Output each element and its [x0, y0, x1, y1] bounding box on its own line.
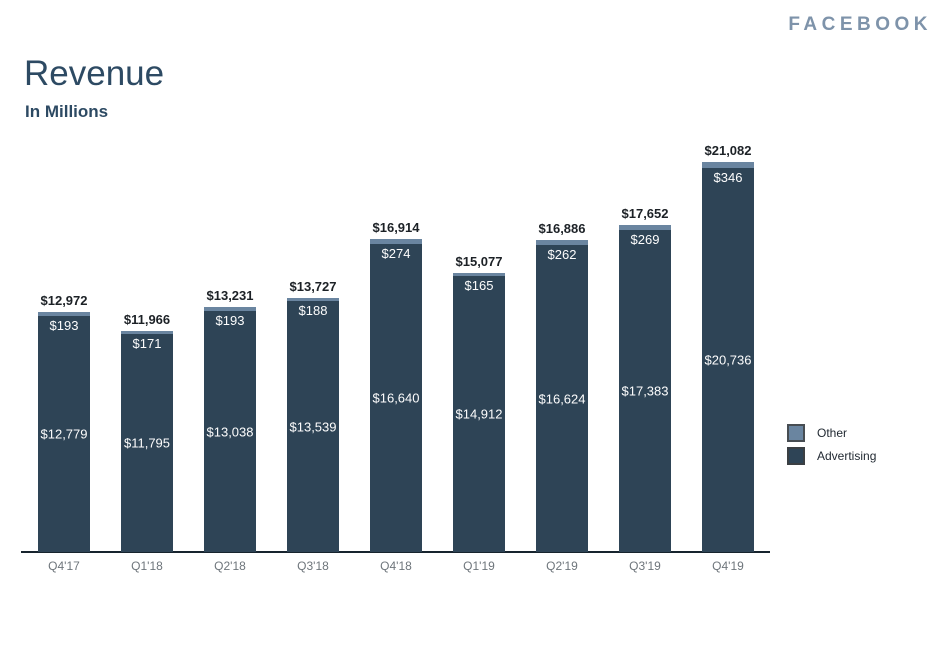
bar-other-value-label: $193 — [215, 313, 245, 328]
bar-other-value-label: $262 — [547, 247, 577, 262]
bar-total-label: $12,972 — [40, 293, 88, 308]
bar-group: $21,082 $346 $20,736 — [702, 143, 754, 552]
bar-other-segment — [453, 273, 505, 276]
bar-total-label: $15,077 — [455, 254, 503, 269]
x-axis-tick-label: Q4'19 — [712, 559, 744, 573]
bar-other-segment — [536, 240, 588, 245]
bar-group: $12,972 $193 $12,779 — [38, 293, 90, 552]
bar-total-label: $21,082 — [704, 143, 752, 158]
legend-item-other: Other — [787, 424, 876, 442]
x-axis-tick-label: Q1'19 — [463, 559, 495, 573]
bar-advertising-value-label: $14,912 — [455, 406, 503, 422]
bar-other-segment — [121, 331, 173, 334]
legend-label: Advertising — [817, 449, 877, 463]
x-axis-tick-label: Q2'19 — [546, 559, 578, 573]
x-axis-line — [21, 551, 770, 553]
bar-advertising-segment: $269 $17,383 — [619, 230, 671, 552]
chart-subtitle: In Millions — [25, 102, 109, 121]
bar-advertising-segment: $193 $13,038 — [204, 311, 256, 552]
bar-advertising-value-label: $16,640 — [372, 390, 420, 406]
bar-other-value-label: $165 — [464, 278, 494, 293]
bar-advertising-value-label: $13,038 — [206, 424, 254, 439]
bar-total-label: $16,886 — [538, 221, 586, 236]
bar-other-value-label: $274 — [381, 246, 411, 261]
bar-other-value-label: $269 — [630, 232, 660, 247]
legend-swatch — [787, 424, 805, 442]
x-axis-tick-label: Q1'18 — [131, 559, 163, 573]
bar-other-segment — [370, 239, 422, 244]
x-axis-tick-label: Q3'18 — [297, 559, 329, 573]
bar-other-segment — [287, 298, 339, 301]
x-axis-tick-label: Q3'19 — [629, 559, 661, 573]
bar-other-value-label: $346 — [713, 170, 743, 185]
bar-advertising-segment: $193 $12,779 — [38, 316, 90, 552]
bar-advertising-segment: $171 $11,795 — [121, 334, 173, 552]
chart-legend: Other Advertising — [787, 424, 876, 470]
bar-other-segment — [702, 162, 754, 168]
bar-group: $16,886 $262 $16,624 — [536, 221, 588, 552]
bar-advertising-value-label: $16,624 — [538, 391, 586, 406]
bar-group: $11,966 $171 $11,795 — [121, 312, 173, 552]
bar-other-value-label: $188 — [298, 303, 328, 318]
bar-group: $15,077 $165 $14,912 — [453, 254, 505, 552]
x-axis-tick-label: Q4'17 — [48, 559, 80, 573]
bar-group: $17,652 $269 $17,383 — [619, 206, 671, 552]
bar-advertising-value-label: $12,779 — [40, 426, 88, 442]
bar-advertising-value-label: $20,736 — [704, 352, 752, 368]
bar-other-segment — [38, 312, 90, 316]
bar-advertising-segment: $346 $20,736 — [702, 168, 754, 552]
bar-total-label: $16,914 — [372, 220, 420, 235]
bar-advertising-segment: $274 $16,640 — [370, 244, 422, 552]
facebook-logo: FACEBOOK — [788, 14, 932, 35]
bar-total-label: $13,231 — [206, 288, 254, 303]
bar-other-segment — [619, 225, 671, 230]
bar-group: $16,914 $274 $16,640 — [370, 220, 422, 552]
bar-total-label: $11,966 — [123, 312, 171, 327]
chart-title: Revenue — [24, 54, 165, 93]
bar-advertising-segment: $165 $14,912 — [453, 276, 505, 552]
bar-other-segment — [204, 307, 256, 311]
legend-item-advertising: Advertising — [787, 447, 876, 465]
bar-other-value-label: $193 — [49, 318, 79, 333]
bar-total-label: $17,652 — [621, 206, 669, 221]
bar-advertising-segment: $262 $16,624 — [536, 245, 588, 552]
x-axis-tick-label: Q2'18 — [214, 559, 246, 573]
bar-other-value-label: $171 — [132, 336, 162, 351]
bar-advertising-value-label: $17,383 — [621, 383, 669, 399]
legend-label: Other — [817, 426, 848, 440]
bar-advertising-value-label: $11,795 — [123, 435, 171, 451]
bar-group: $13,231 $193 $13,038 — [204, 288, 256, 552]
bar-advertising-segment: $188 $13,539 — [287, 301, 339, 552]
bar-total-label: $13,727 — [289, 279, 337, 294]
legend-swatch — [787, 447, 805, 465]
bar-advertising-value-label: $13,539 — [289, 419, 337, 434]
x-axis-tick-label: Q4'18 — [380, 559, 412, 573]
bar-group: $13,727 $188 $13,539 — [287, 279, 339, 552]
